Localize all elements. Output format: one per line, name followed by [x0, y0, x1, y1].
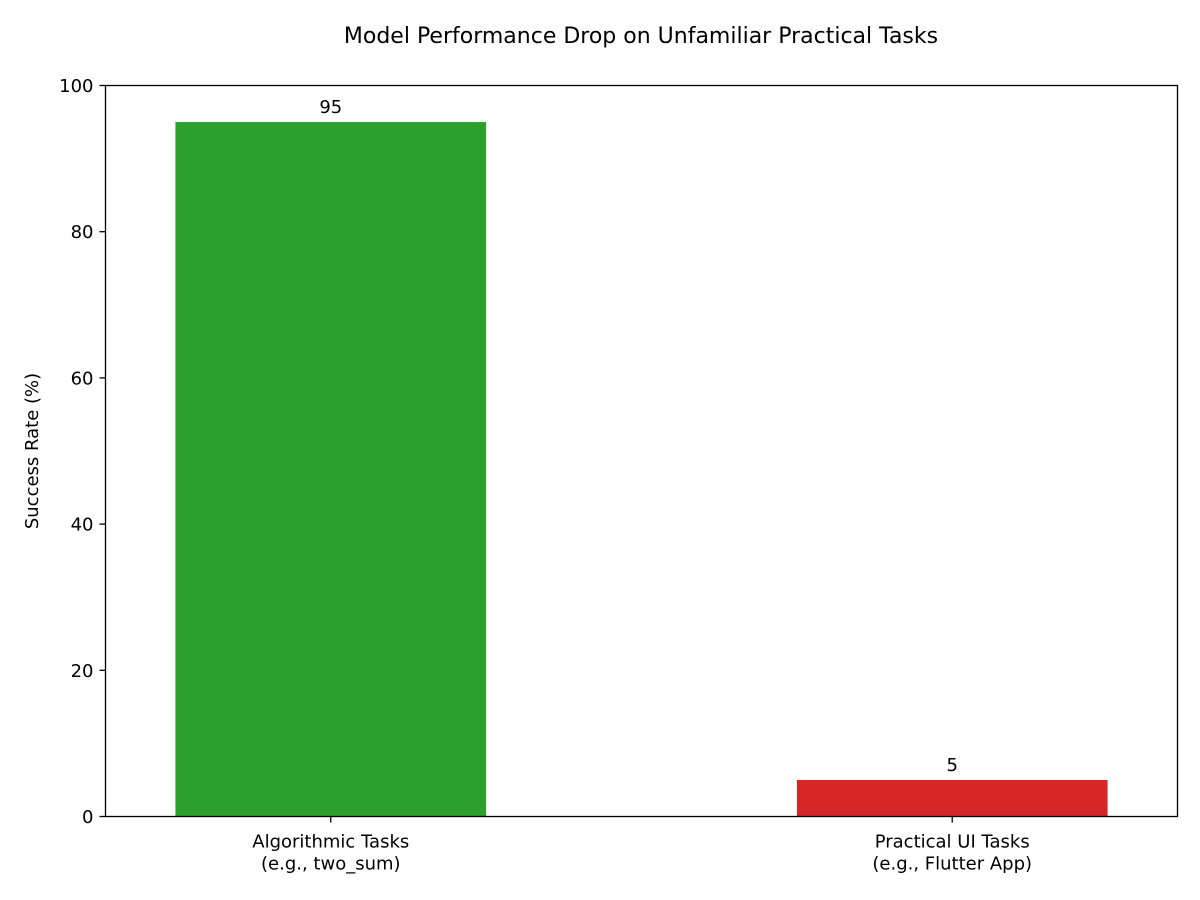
- y-tick-label-0: 0: [82, 807, 93, 828]
- y-tick-label-3: 60: [71, 368, 94, 389]
- x-tick-label-1: Practical UI Tasks (e.g., Flutter App): [872, 832, 1032, 875]
- x-tick-label-0: Algorithmic Tasks (e.g., two_sum): [252, 832, 409, 875]
- y-tick-label-2: 40: [71, 515, 94, 536]
- bar-1: [796, 779, 1108, 817]
- y-axis-label: Success Rate (%): [22, 373, 43, 529]
- x-tick-label-line: (e.g., Flutter App): [872, 854, 1032, 875]
- plot-frame: [104, 84, 1179, 818]
- bar-0: [175, 122, 487, 817]
- x-tick-label-line: Algorithmic Tasks: [252, 832, 409, 853]
- y-tick-label-1: 20: [71, 661, 94, 682]
- bar-value-label-1: 5: [946, 755, 957, 776]
- y-tick-label-5: 100: [59, 76, 93, 97]
- x-axis-ticks: Algorithmic Tasks (e.g., two_sum) Practica…: [252, 816, 1032, 875]
- x-tick-label-line: Practical UI Tasks: [875, 832, 1030, 853]
- bar-labels-group: 95 5: [319, 97, 958, 776]
- bars-group: [175, 122, 1108, 817]
- y-tick-label-4: 80: [71, 222, 94, 243]
- chart-title: Model Performance Drop on Unfamiliar Pra…: [344, 24, 938, 49]
- bar-value-label-0: 95: [319, 97, 342, 118]
- y-axis-ticks: 0 20 40 60 80 100: [59, 76, 106, 828]
- x-tick-label-line: (e.g., two_sum): [261, 854, 401, 875]
